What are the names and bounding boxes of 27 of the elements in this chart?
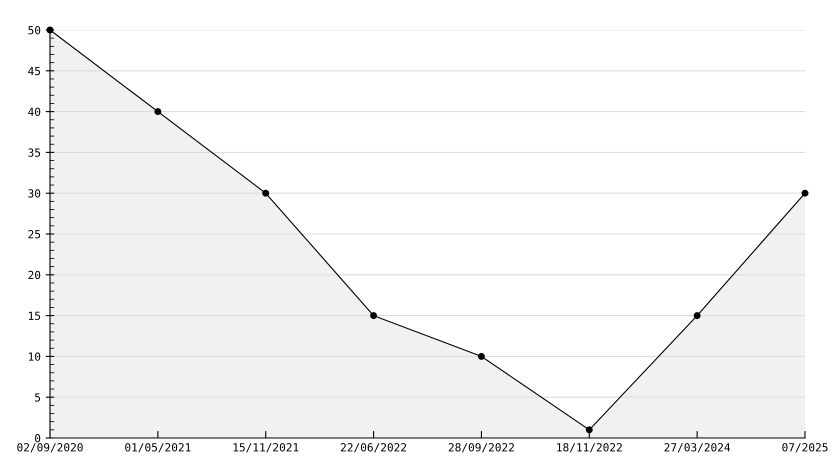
point: [46, 26, 54, 34]
x-tick-label: 22/06/2022: [340, 443, 406, 452]
point: [478, 352, 485, 360]
x-tick-label: 02/09/2020: [17, 443, 83, 452]
y-tick-label: 10: [28, 352, 40, 361]
y-tick-label: 35: [28, 148, 40, 157]
y-tick-label: 25: [28, 230, 40, 238]
y-tick-label: 40: [28, 108, 40, 116]
point: [586, 426, 593, 434]
x-tick-label: 15/11/2021: [234, 443, 298, 452]
x-tick-label: 28/09/2022: [448, 443, 514, 452]
point: [154, 108, 162, 116]
point: [802, 190, 808, 197]
y-tick-label: 20: [28, 270, 40, 280]
y-tick-label: 50: [28, 26, 40, 34]
y-tick-label: 15: [28, 312, 40, 320]
y-tick-label: 0: [35, 434, 40, 442]
point: [370, 312, 378, 320]
x-tick-label: 18/11/2022: [557, 443, 622, 452]
x-tick-label: 27/03/2024: [664, 443, 730, 452]
y-tick-label: 30: [28, 189, 40, 198]
x-tick-label: 01/05/2021: [125, 443, 191, 452]
point: [694, 312, 701, 320]
x-tick-label: 07/2025: [782, 443, 828, 452]
y-tick-label: 5: [35, 393, 40, 402]
y-tick-label: 45: [28, 66, 40, 76]
point: [262, 190, 270, 197]
